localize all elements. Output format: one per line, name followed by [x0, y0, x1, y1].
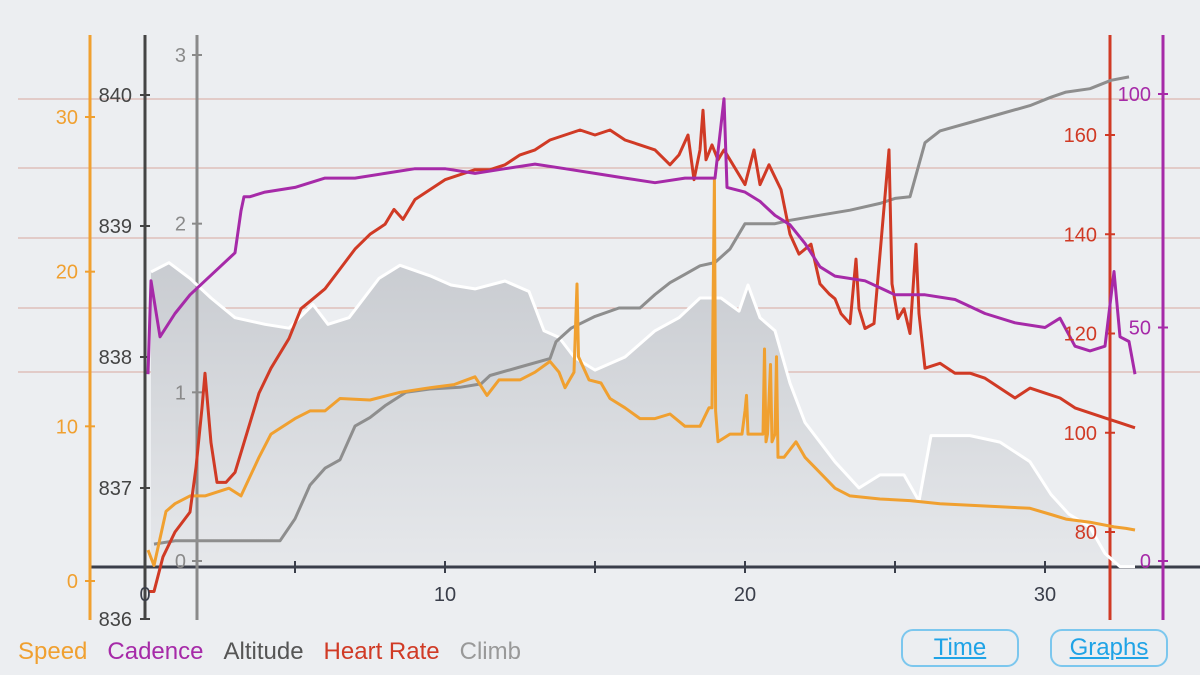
heart-rate-tick-label: 140 — [1064, 224, 1097, 246]
heart-rate-tick-label: 120 — [1064, 324, 1097, 346]
x-tick-label: 30 — [1034, 584, 1056, 606]
x-tick-label: 10 — [434, 584, 456, 606]
speed-tick-label: 20 — [56, 262, 78, 284]
climb-tick-label: 0 — [175, 551, 186, 573]
heart-rate-tick-label: 80 — [1075, 522, 1097, 544]
legend-altitude: Altitude — [223, 638, 304, 665]
legend-climb: Climb — [459, 638, 521, 665]
cadence-line — [146, 97, 1137, 375]
legend-cadence: Cadence — [107, 638, 204, 665]
graphs-button[interactable]: Graphs — [1050, 629, 1168, 667]
altitude-tick-label: 838 — [99, 347, 132, 369]
climb-tick-label: 3 — [175, 45, 186, 67]
cadence-tick-label: 50 — [1129, 318, 1151, 340]
cadence-tick-label: 100 — [1118, 84, 1151, 106]
climb-line — [153, 75, 1130, 546]
heart-rate-tick-label: 160 — [1064, 125, 1097, 147]
x-tick-label: 0 — [139, 584, 150, 606]
legend: Speed Cadence Altitude Heart Rate Climb — [18, 638, 521, 666]
altitude-area — [151, 262, 1135, 567]
altitude-line — [150, 261, 1135, 569]
heart-rate-line — [148, 108, 1136, 593]
speed-tick-label: 10 — [56, 416, 78, 438]
altitude-tick-label: 840 — [99, 85, 132, 107]
legend-speed: Speed — [18, 638, 88, 665]
speed-line — [146, 177, 1136, 567]
altitude-tick-label: 836 — [99, 609, 132, 631]
speed-tick-label: 30 — [56, 107, 78, 129]
legend-heart-rate: Heart Rate — [323, 638, 440, 665]
altitude-tick-label: 839 — [99, 216, 132, 238]
time-button[interactable]: Time — [901, 629, 1019, 667]
climb-tick-label: 1 — [175, 382, 186, 404]
x-tick-label: 20 — [734, 584, 756, 606]
altitude-tick-label: 837 — [99, 478, 132, 500]
cadence-tick-label: 0 — [1140, 551, 1151, 573]
speed-tick-label: 0 — [67, 571, 78, 593]
climb-tick-label: 2 — [175, 214, 186, 236]
heart-rate-tick-label: 100 — [1064, 423, 1097, 445]
